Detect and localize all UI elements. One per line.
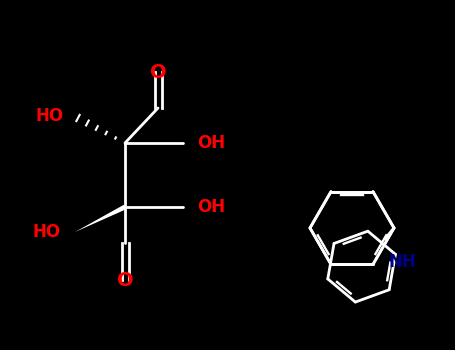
Text: O: O (150, 63, 167, 82)
Text: HO: HO (33, 223, 61, 241)
Text: O: O (116, 271, 133, 289)
Text: OH: OH (197, 198, 225, 216)
Polygon shape (75, 205, 126, 232)
Text: HO: HO (36, 107, 64, 125)
Text: NH: NH (388, 253, 416, 271)
Text: OH: OH (197, 134, 225, 152)
